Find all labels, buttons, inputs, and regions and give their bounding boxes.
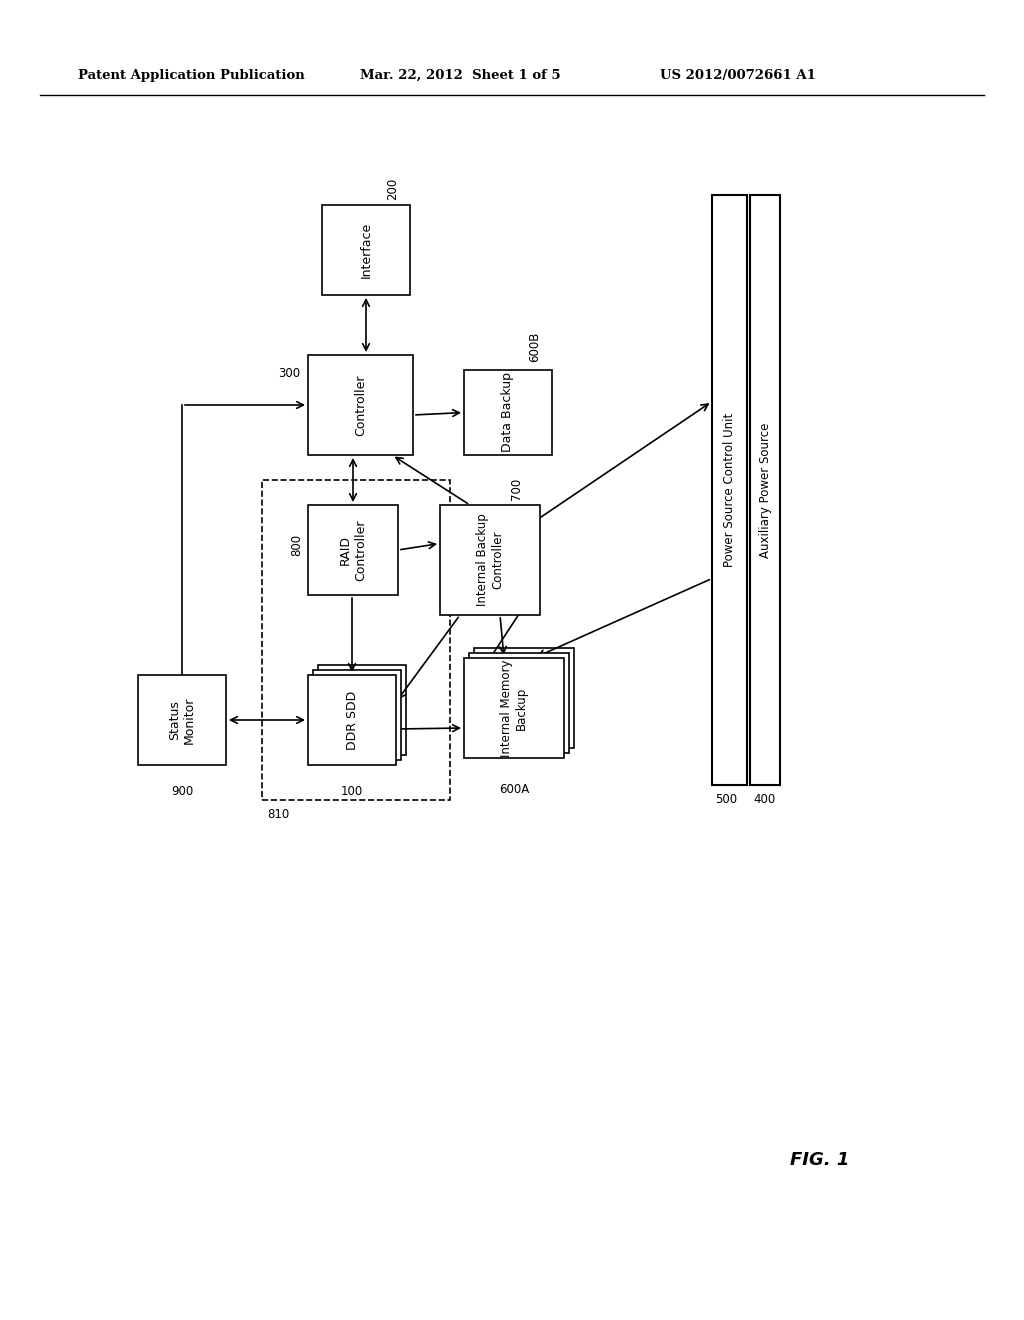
Bar — [322, 205, 410, 294]
Bar — [469, 653, 569, 752]
Text: Data Backup: Data Backup — [502, 372, 514, 453]
Bar — [138, 675, 226, 766]
Text: Internal Backup
Controller: Internal Backup Controller — [476, 513, 504, 606]
Bar — [474, 648, 574, 748]
Bar — [308, 506, 398, 595]
Text: 800: 800 — [290, 533, 303, 556]
Bar — [464, 657, 564, 758]
Text: US 2012/0072661 A1: US 2012/0072661 A1 — [660, 69, 816, 82]
Text: 400: 400 — [753, 793, 775, 807]
Bar — [262, 480, 450, 800]
Bar — [712, 195, 746, 785]
Bar — [464, 370, 552, 455]
Text: 900: 900 — [171, 785, 194, 799]
Text: RAID
Controller: RAID Controller — [339, 519, 367, 581]
Text: Controller: Controller — [354, 375, 367, 436]
Bar — [318, 665, 406, 755]
Text: Status
Monitor: Status Monitor — [168, 697, 196, 743]
Text: Internal Memory
Backup: Internal Memory Backup — [500, 659, 528, 756]
Bar — [308, 675, 396, 766]
Bar — [313, 671, 401, 760]
Text: 100: 100 — [341, 785, 364, 799]
Text: Mar. 22, 2012  Sheet 1 of 5: Mar. 22, 2012 Sheet 1 of 5 — [360, 69, 560, 82]
Text: DDR SDD: DDR SDD — [345, 690, 358, 750]
Text: 600A: 600A — [499, 783, 529, 796]
Bar — [440, 506, 540, 615]
Text: 200: 200 — [386, 178, 399, 201]
Text: Interface: Interface — [359, 222, 373, 279]
Text: Auxiliary Power Source: Auxiliary Power Source — [759, 422, 771, 557]
Text: 300: 300 — [278, 367, 300, 380]
Text: FIG. 1: FIG. 1 — [791, 1151, 850, 1170]
Bar — [750, 195, 780, 785]
Text: Patent Application Publication: Patent Application Publication — [78, 69, 305, 82]
Text: 700: 700 — [510, 478, 523, 500]
Text: 600B: 600B — [528, 331, 541, 362]
Bar — [308, 355, 413, 455]
Text: 500: 500 — [715, 793, 737, 807]
Text: Power Source Control Unit: Power Source Control Unit — [723, 413, 736, 568]
Text: 810: 810 — [267, 808, 289, 821]
